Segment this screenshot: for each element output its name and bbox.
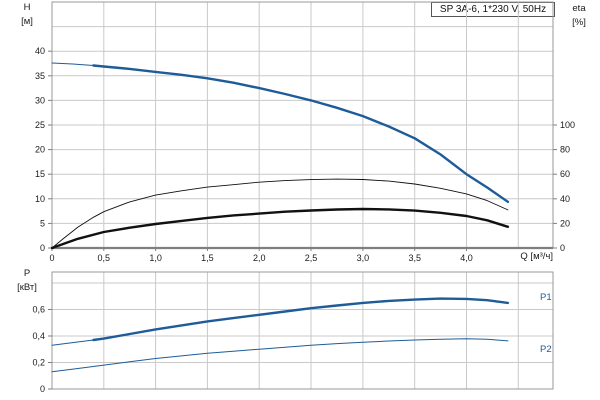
svg-text:1,5: 1,5: [201, 253, 214, 263]
svg-text:60: 60: [560, 169, 570, 179]
svg-text:30: 30: [35, 95, 45, 105]
eta-axis-unit: [%]: [572, 17, 586, 28]
svg-text:15: 15: [35, 169, 45, 179]
p-axis-unit: [кВт]: [17, 282, 37, 293]
svg-text:40: 40: [560, 194, 570, 204]
svg-text:0: 0: [40, 243, 45, 253]
svg-text:80: 80: [560, 145, 570, 155]
svg-text:20: 20: [560, 218, 570, 228]
power-chart: 0 0,2 0,4 0,6: [32, 271, 554, 394]
q-axis-label: Q [м³/ч]: [520, 251, 553, 262]
p1-series-label: P1: [540, 292, 552, 303]
head-capacity-chart: 0 0,5 1,0 1,5 2,0 2,5 3,0 3,5 4,0 0 5 10 15 20 25 30 35 4…: [35, 1, 575, 263]
svg-text:3,0: 3,0: [357, 253, 370, 263]
svg-text:100: 100: [560, 120, 575, 130]
p2-series-label: P2: [540, 344, 552, 355]
eta-axis-symbol: eta: [572, 3, 586, 14]
svg-text:3,5: 3,5: [408, 253, 421, 263]
svg-text:0,5: 0,5: [98, 253, 111, 263]
h-axis-unit: [м]: [21, 16, 33, 27]
svg-text:2,0: 2,0: [253, 253, 266, 263]
svg-text:2,5: 2,5: [305, 253, 318, 263]
svg-text:1,0: 1,0: [149, 253, 162, 263]
svg-text:40: 40: [35, 46, 45, 56]
svg-text:0: 0: [40, 384, 45, 394]
svg-text:25: 25: [35, 120, 45, 130]
svg-text:0: 0: [560, 243, 565, 253]
svg-text:0: 0: [49, 253, 54, 263]
svg-text:20: 20: [35, 145, 45, 155]
svg-text:0,4: 0,4: [32, 331, 45, 341]
svg-text:35: 35: [35, 71, 45, 81]
svg-text:10: 10: [35, 194, 45, 204]
svg-text:5: 5: [40, 218, 45, 228]
svg-text:4,0: 4,0: [460, 253, 473, 263]
h-axis-symbol: H: [23, 2, 31, 13]
p-axis-symbol: P: [23, 268, 31, 279]
svg-text:0,6: 0,6: [32, 305, 45, 315]
svg-text:0,2: 0,2: [32, 358, 45, 368]
